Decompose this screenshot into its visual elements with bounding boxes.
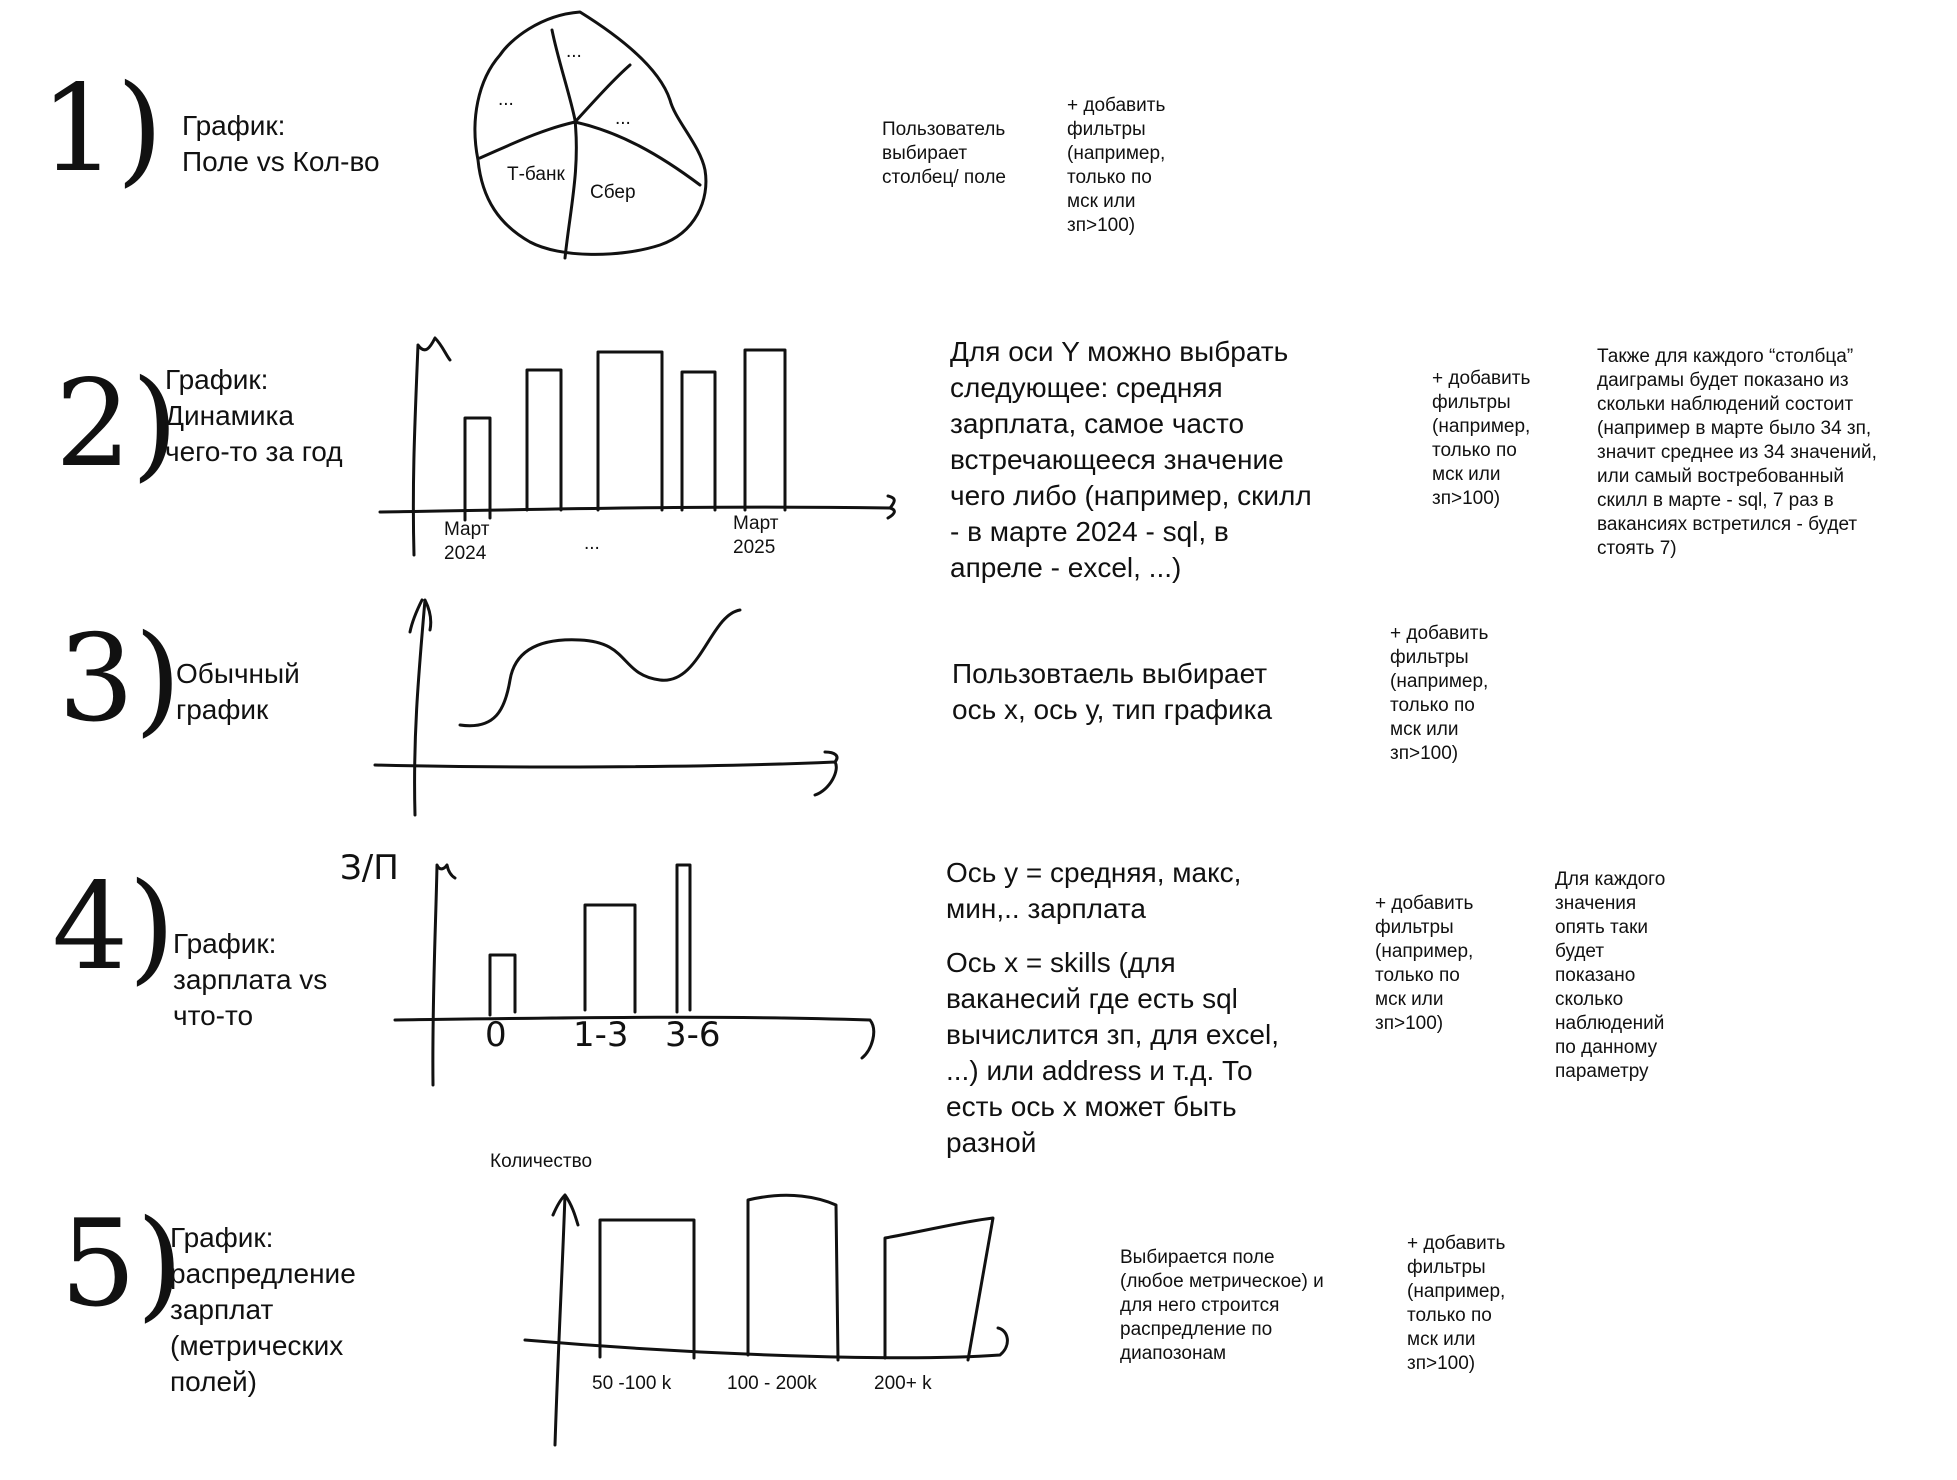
histogram-y-axis [551,1193,580,1447]
section-2-filters: + добавить фильтры (например, только по … [1432,368,1531,509]
salary-bar-3 [675,863,692,1014]
pie-label-2: ... [498,89,514,110]
pie-divider-3 [573,63,632,124]
salary-y-axis [431,863,457,1087]
line-y-axis [408,598,433,817]
dynamics-bar-5 [743,348,787,512]
salary-bar-sketch [393,863,876,1087]
section-3-note: Пользовтаель выбирает ось х, ось у, тип … [952,658,1273,725]
salary-y-label: З/П [340,848,399,888]
section-2-extra-note: Также для каждого “столбца” даиграмы буд… [1597,346,1877,559]
line-chart-sketch [373,598,839,817]
section-5-number: 5) [60,1195,184,1334]
line-series-curve [458,608,742,728]
dynamics-tick-1: Март 2024 [444,519,490,564]
section-4-extra-note: Для каждого значения опять таки будет по… [1555,869,1666,1082]
section-1-number: 1) [40,60,164,199]
dynamics-bar-1 [463,416,492,522]
section-5-filters: + добавить фильтры (например, только по … [1407,1233,1506,1374]
section-1-note: Пользователь выбирает столбец/ поле [882,119,1006,188]
section-3-title: Обычный график [176,658,300,725]
pie-label-sber: Сбер [590,182,636,203]
salary-tick-2: 1-3 [573,1015,629,1055]
section-2-number: 2) [55,355,179,494]
salary-tick-3: 3-6 [665,1015,721,1055]
salary-tick-1: 0 [485,1015,507,1055]
histogram-sketch [523,1193,1009,1447]
histogram-tick-2: 100 - 200k [727,1373,817,1394]
dynamics-bar-3 [596,350,664,512]
pie-label-1: ... [566,41,582,62]
section-4-note-x: Ось х = skills (для ваканесий где есть s… [946,947,1279,1158]
dynamics-tick-2: ... [584,533,600,554]
section-4-number: 4) [52,858,176,997]
section-1-filters: + добавить фильтры (например, только по … [1067,95,1166,236]
salary-bar-2 [583,903,637,1014]
section-5-note: Выбирается поле (любое метрическое) и дл… [1120,1247,1324,1364]
line-x-axis [373,750,839,797]
dynamics-tick-3: Март 2025 [733,513,779,558]
pie-outline [473,10,708,256]
histogram-bar-2 [746,1193,840,1362]
section-2-title: График: Динамика чего-то за год [165,364,343,467]
histogram-bar-1 [598,1218,696,1360]
section-3-filters: + добавить фильтры (например, только по … [1390,623,1489,764]
dynamics-y-axis [411,336,452,557]
dynamics-bar-4 [680,370,717,512]
section-4-filters: + добавить фильтры (например, только по … [1375,893,1474,1034]
pie-label-tbank: Т-банк [507,164,565,185]
histogram-bar-3 [883,1216,995,1362]
dynamics-x-axis [378,494,896,520]
histogram-tick-1: 50 -100 k [592,1373,672,1394]
section-4-note-y: Ось у = средняя, макс, мин,.. зарплата [946,857,1242,924]
pie-divider-1 [550,28,578,260]
salary-bar-1 [488,953,517,1017]
dynamics-bar-2 [525,368,563,512]
section-3-number: 3) [58,610,182,749]
section-5-title: График: распредление зарплат (метрически… [170,1222,356,1397]
histogram-tick-3: 200+ k [874,1373,932,1394]
histogram-x-axis [523,1326,1009,1360]
dynamics-bar-sketch [378,336,896,557]
section-4-title: График: зарплата vs что-то [173,928,328,1031]
section-1-title: График: Поле vs Кол-во [182,110,380,177]
section-2-note: Для оси Y можно выбрать следующее: средн… [950,336,1312,583]
pie-label-3: ... [615,108,631,129]
pie-sketch [473,10,708,260]
salary-x-axis [393,1015,876,1060]
histogram-y-label: Количество [490,1151,593,1172]
